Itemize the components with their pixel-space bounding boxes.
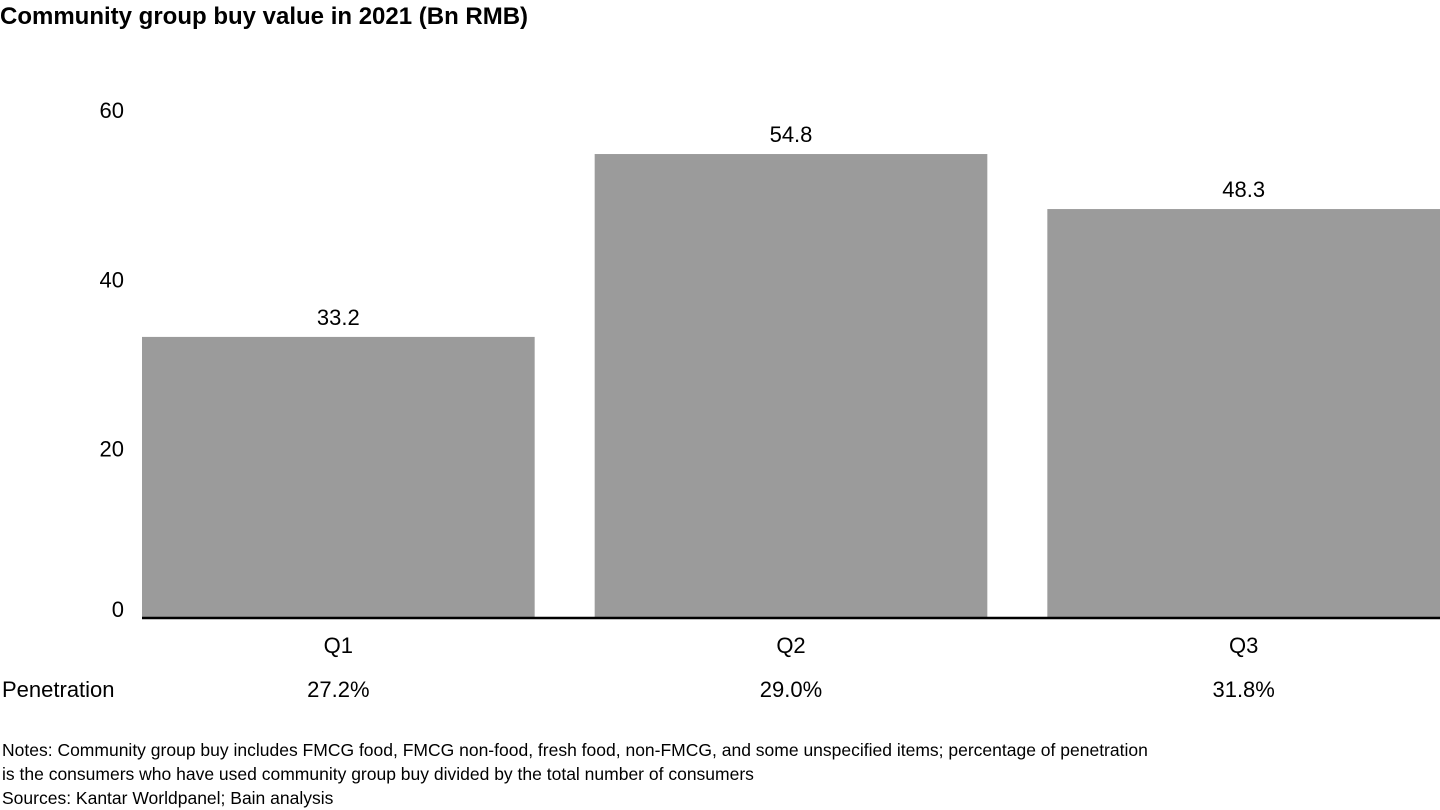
x-axis-ticks: Q1 Q2 Q3	[324, 633, 1259, 658]
x-tick-label: Q2	[776, 633, 805, 658]
value-label: 54.8	[770, 122, 813, 147]
notes-line-2: is the consumers who have used community…	[2, 764, 754, 784]
penetration-value: 27.2%	[307, 677, 369, 702]
y-tick-label: 40	[100, 267, 124, 292]
x-tick-label: Q1	[324, 633, 353, 658]
footnotes: Notes: Community group buy includes FMCG…	[2, 738, 1148, 810]
x-tick-label: Q3	[1229, 633, 1258, 658]
y-axis-ticks: 0 20 40 60	[100, 98, 124, 622]
value-labels: 33.2 54.8 48.3	[317, 122, 1265, 330]
sources-line: Sources: Kantar Worldpanel; Bain analysi…	[2, 788, 334, 808]
value-label: 33.2	[317, 305, 360, 330]
notes-line-1: Notes: Community group buy includes FMCG…	[2, 740, 1148, 760]
bars	[142, 154, 1440, 618]
y-tick-label: 60	[100, 98, 124, 123]
penetration-value: 29.0%	[760, 677, 822, 702]
penetration-label: Penetration	[2, 677, 115, 702]
bar-q3	[1047, 209, 1440, 618]
bar-chart: 0 20 40 60 33.2 54.8 48.3 Q1 Q2 Q3 27.2% 29.0% 31…	[2, 98, 1440, 702]
y-tick-label: 20	[100, 437, 124, 462]
bar-q1	[142, 336, 535, 618]
penetration-row: 27.2% 29.0% 31.8% Penetration	[2, 677, 1275, 702]
bar-q2	[594, 154, 988, 618]
chart-title: Community group buy value in 2021 (Bn RM…	[0, 3, 529, 30]
y-tick-label: 0	[112, 597, 124, 622]
value-label: 48.3	[1222, 177, 1265, 202]
penetration-value: 31.8%	[1212, 677, 1274, 702]
